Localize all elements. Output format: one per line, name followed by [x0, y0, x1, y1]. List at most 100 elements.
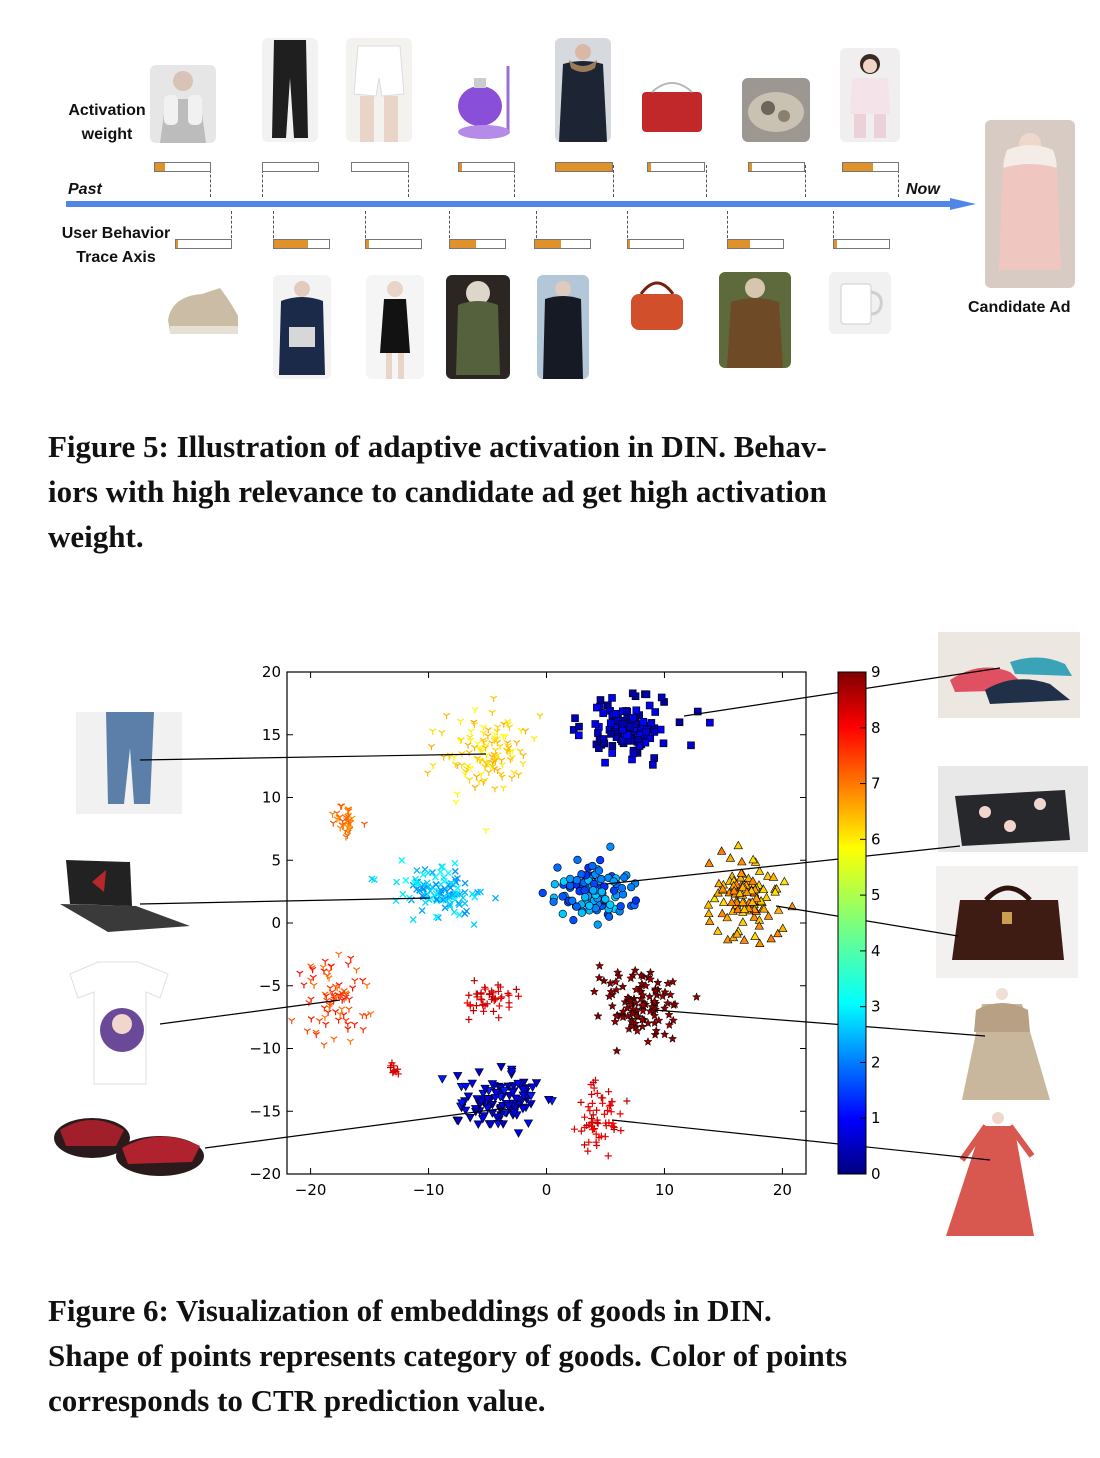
data-point-clutch — [606, 900, 615, 909]
tick-bottom — [727, 211, 728, 243]
data-point-leather-bag — [704, 916, 715, 925]
data-point-shoes — [635, 742, 644, 750]
data-point-kids-coat — [645, 967, 656, 977]
data-point-slippers — [511, 1094, 521, 1104]
data-point-slippers — [513, 1079, 523, 1089]
data-point-slippers — [480, 1084, 490, 1094]
data-point-cross-mid — [477, 995, 485, 1003]
data-point-t-shirt — [332, 1009, 340, 1016]
data-point-shoes — [687, 741, 695, 750]
x-tick-label: 0 — [542, 1181, 552, 1199]
data-point-kids-coat — [660, 987, 670, 997]
data-point-t-shirt — [367, 1011, 375, 1018]
data-point-jeans — [461, 771, 469, 778]
data-point-slippers — [523, 1119, 534, 1129]
data-point-tshirt-upper — [339, 818, 347, 825]
data-point-t-shirt — [358, 1012, 367, 1020]
data-point-t-shirt — [359, 977, 367, 985]
data-point-jeans — [482, 827, 490, 834]
data-point-shoes — [623, 731, 632, 739]
data-point-cross-mid — [469, 1007, 477, 1015]
data-point-floral-dress — [589, 1111, 597, 1119]
data-point-t-shirt — [351, 977, 359, 985]
data-point-jeans — [494, 724, 502, 731]
data-point-cross-small — [389, 1069, 397, 1077]
data-point-clutch — [606, 842, 615, 851]
data-point-kids-coat — [594, 973, 604, 982]
data-point-leather-bag — [735, 888, 745, 898]
data-point-laptop — [419, 893, 427, 901]
activation-bar-bottom — [449, 239, 506, 249]
y-tick-label: 20 — [262, 663, 281, 681]
data-point-laptop — [419, 871, 427, 878]
slippers-image — [54, 1118, 204, 1176]
data-point-jeans — [453, 791, 461, 798]
data-point-t-shirt — [322, 1021, 330, 1028]
data-point-floral-dress — [602, 1119, 610, 1127]
data-point-floral-dress — [609, 1119, 617, 1127]
data-point-clutch — [566, 874, 575, 883]
data-point-leather-bag — [759, 904, 769, 913]
data-point-jeans — [429, 762, 437, 770]
data-point-shoes — [593, 703, 601, 712]
data-point-t-shirt — [338, 1006, 346, 1013]
data-point-jeans — [480, 730, 488, 737]
data-point-leather-bag — [722, 912, 732, 922]
data-point-clutch — [577, 908, 586, 917]
data-point-laptop — [450, 908, 458, 916]
data-point-leather-bag — [763, 871, 773, 880]
data-point-clutch — [594, 866, 604, 875]
caption-line: Figure 5: Illustration of adaptive activ… — [48, 429, 827, 464]
data-point-jeans — [477, 771, 485, 778]
data-point-t-shirt — [359, 1026, 367, 1034]
data-point-leather-bag — [732, 929, 742, 938]
data-point-slippers — [526, 1100, 536, 1109]
data-point-floral-dress — [570, 1125, 578, 1133]
data-point-clutch — [631, 896, 640, 905]
data-point-slippers — [474, 1068, 484, 1077]
activation-bar-top — [842, 162, 899, 172]
data-point-floral-dress — [607, 1108, 615, 1116]
data-point-jeans — [480, 724, 488, 731]
past-label: Past — [68, 181, 102, 198]
data-point-cross-mid — [494, 981, 502, 989]
caption-line: Figure 6: Visualization of embeddings of… — [48, 1293, 772, 1328]
data-point-kids-coat — [631, 984, 641, 994]
activation-bar-bottom — [365, 239, 422, 249]
x-tick-label: 10 — [655, 1181, 674, 1199]
tick-bottom — [365, 211, 366, 243]
data-point-floral-dress — [590, 1125, 598, 1133]
data-point-laptop — [418, 907, 426, 914]
data-point-t-shirt — [303, 1028, 311, 1035]
data-point-tshirt-upper — [343, 832, 352, 839]
data-point-slippers — [473, 1120, 483, 1129]
data-point-jeans — [470, 721, 478, 729]
data-point-shoes — [595, 744, 603, 753]
data-point-cross-mid — [495, 1014, 503, 1022]
data-point-shoes — [600, 739, 609, 748]
data-point-t-shirt — [288, 1017, 296, 1025]
y-tick-label: −10 — [249, 1040, 281, 1058]
leader-line — [139, 753, 487, 761]
data-point-jeans — [490, 737, 498, 744]
data-point-laptop — [432, 881, 440, 889]
data-point-kids-coat — [627, 1008, 638, 1018]
data-point-floral-dress — [580, 1141, 588, 1149]
data-point-jeans — [503, 747, 511, 754]
x-tick-label: 20 — [773, 1181, 792, 1199]
data-point-tshirt-upper — [360, 821, 368, 828]
data-point-cross-mid — [478, 996, 486, 1004]
data-point-cross-mid — [488, 993, 496, 1001]
data-point-clutch — [558, 909, 567, 918]
data-point-tshirt-upper — [328, 811, 337, 818]
data-point-kids-coat — [614, 971, 624, 981]
data-point-shoes — [606, 719, 615, 727]
data-point-shoes — [571, 714, 579, 722]
data-point-t-shirt — [333, 984, 341, 992]
data-point-shoes — [601, 758, 609, 767]
data-point-floral-dress — [617, 1127, 625, 1135]
caption-line: iors with high relevance to candidate ad… — [48, 474, 827, 509]
data-point-tshirt-upper — [335, 815, 343, 822]
data-point-t-shirt — [325, 1004, 333, 1012]
data-point-slippers — [476, 1097, 487, 1107]
